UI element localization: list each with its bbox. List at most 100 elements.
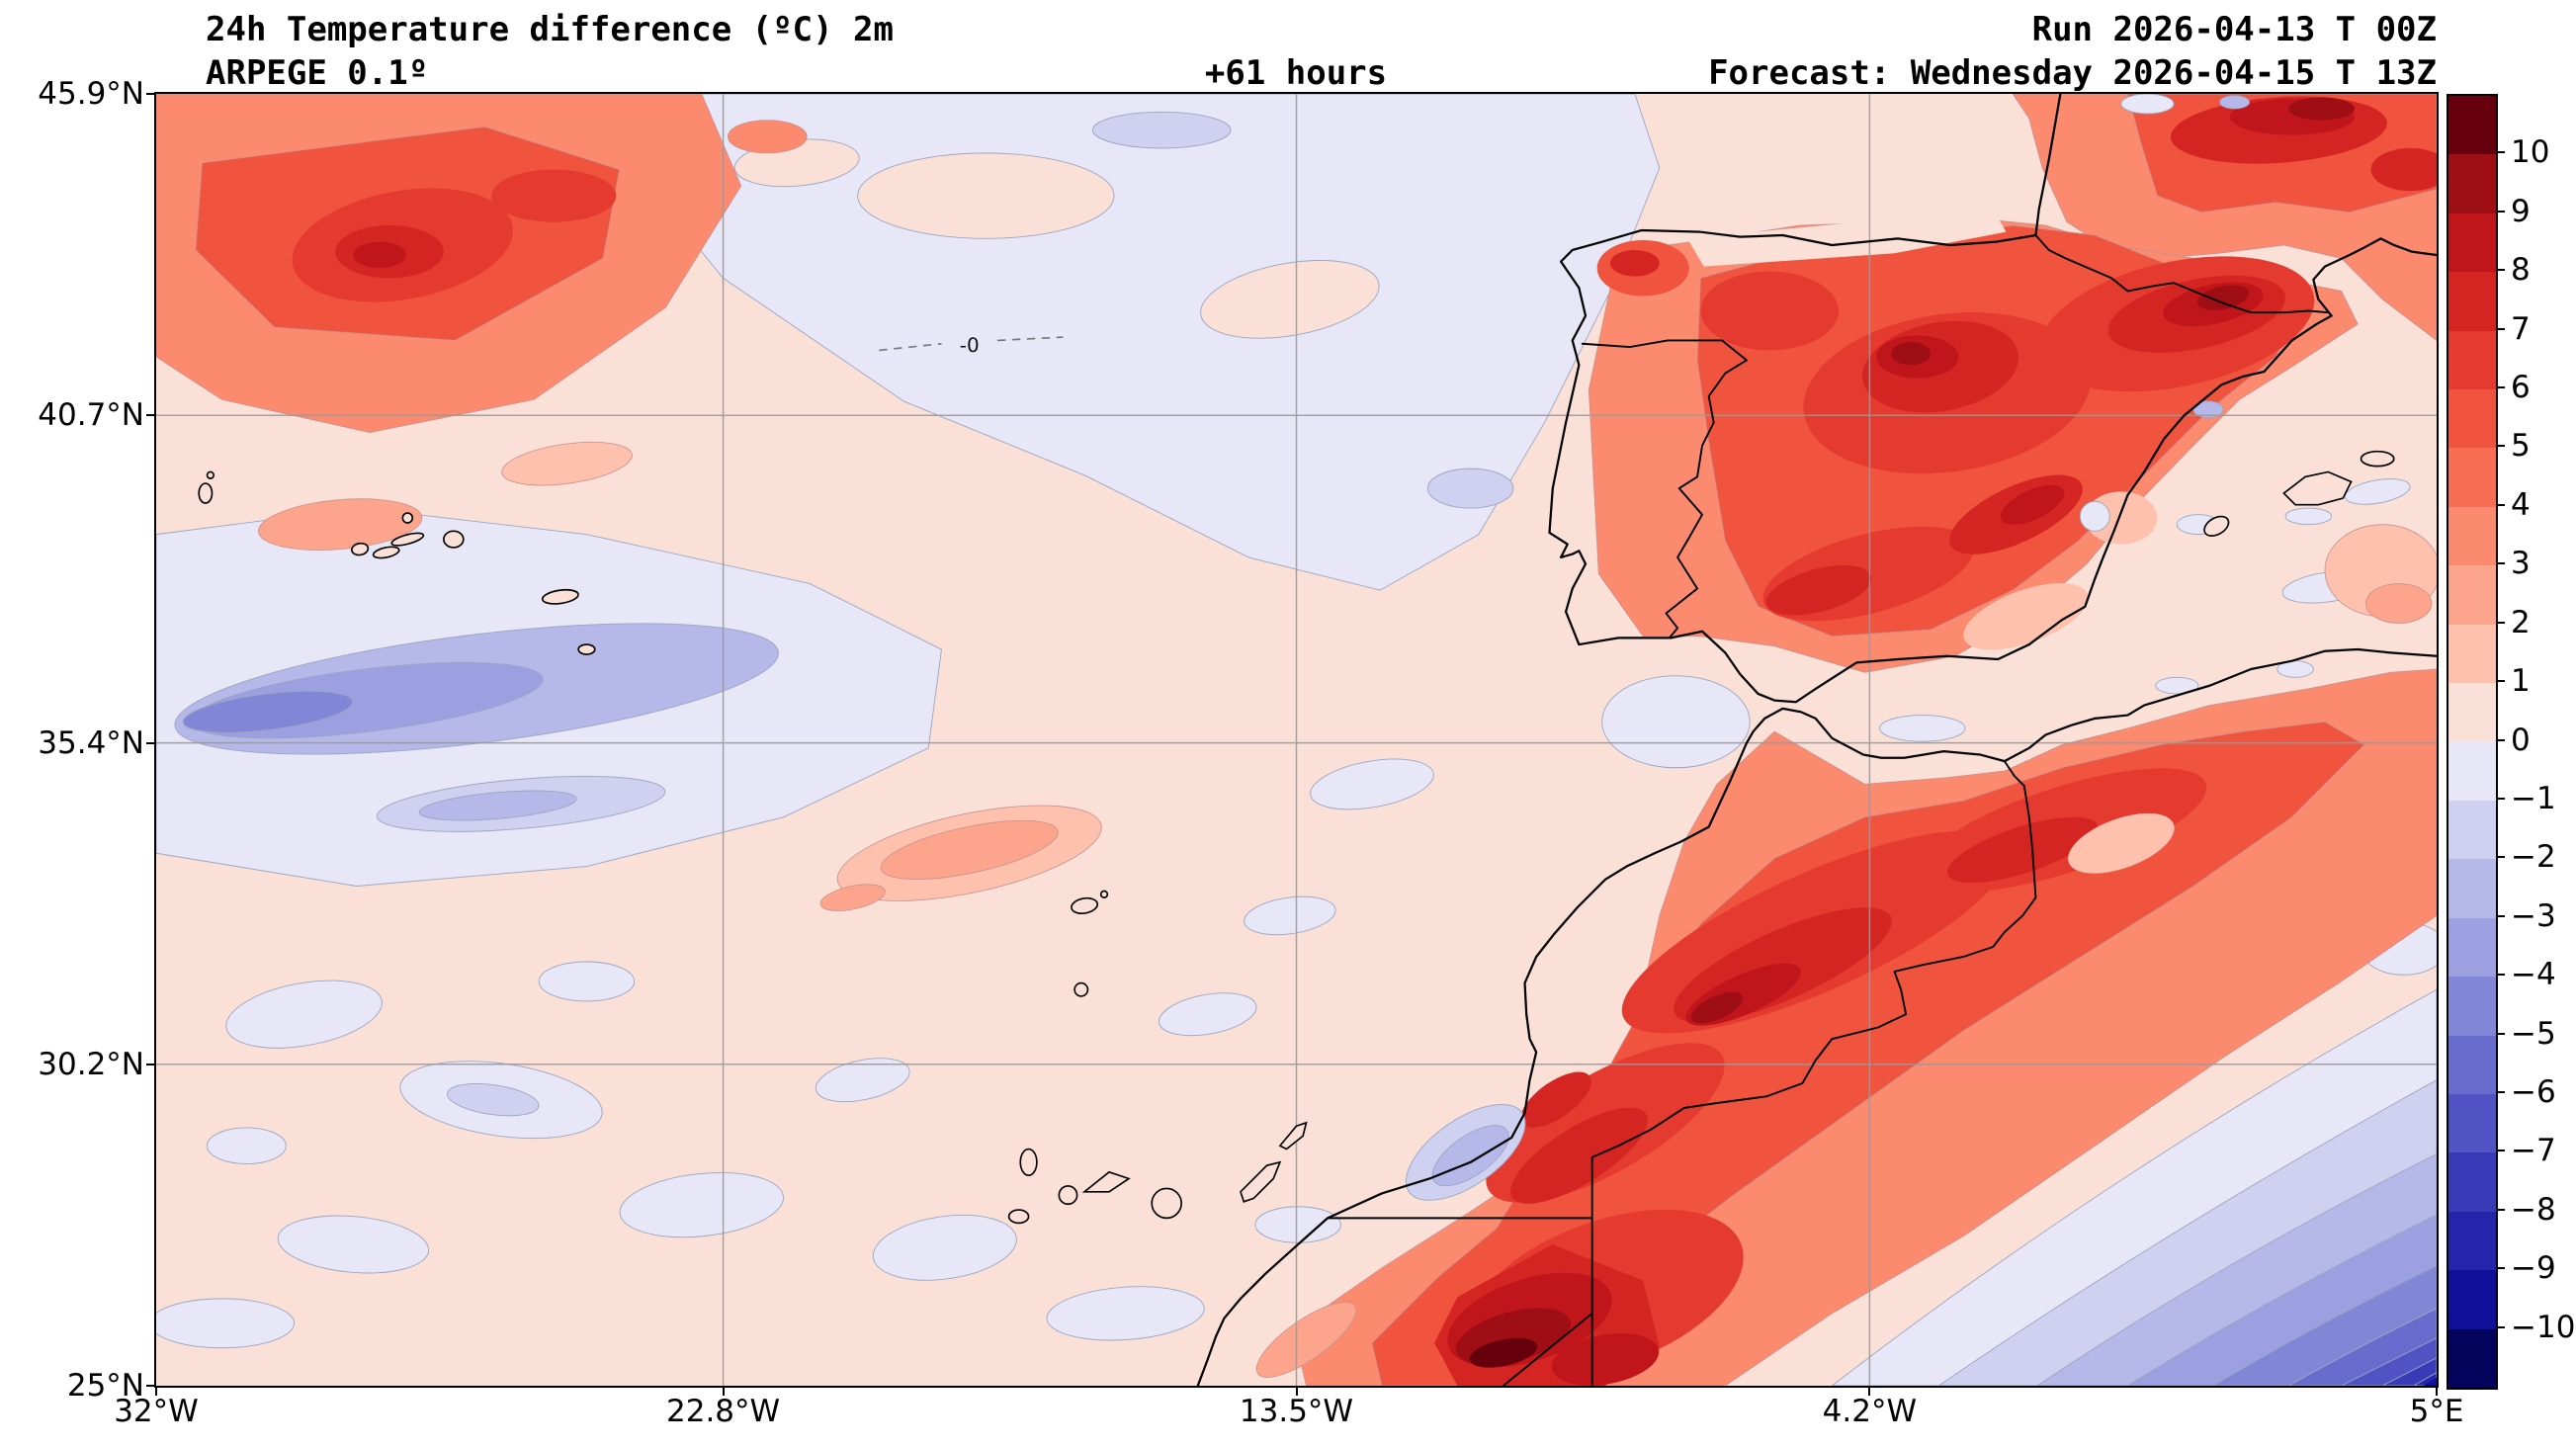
coastlines: [1196, 94, 2437, 1386]
contour-value-label: -0: [960, 333, 980, 357]
colorbar-tick-label: 4: [2511, 486, 2531, 523]
colorbar-tick: [2496, 974, 2505, 977]
colorbar-tick: [2496, 151, 2505, 154]
x-axis-tick-label: 4.2°W: [1822, 1394, 1918, 1429]
menorca-island: [2360, 450, 2395, 468]
sao-miguel-island: [541, 588, 579, 605]
y-axis-tick: [146, 1063, 156, 1065]
mauritania-border: [1502, 1312, 1593, 1386]
north-africa-warm-region: [1255, 524, 2437, 1386]
zero-contour-label: -0: [879, 333, 1064, 357]
iberia-france-coastline: [1548, 94, 2437, 704]
colorbar-tick-label: 2: [2511, 604, 2531, 640]
colorbar-segment: [2448, 800, 2496, 860]
small-contour-ring: [1073, 981, 1089, 997]
colorbar: [2447, 94, 2498, 1390]
colorbar-tick-label: −10: [2511, 1309, 2576, 1345]
colorbar-segment: [2448, 1152, 2496, 1212]
x-axis-tick-label: 5°E: [2409, 1394, 2464, 1429]
colorbar-segment: [2448, 1211, 2496, 1271]
colorbar-segment: [2448, 506, 2496, 566]
chart-title: 24h Temperature difference (ºC) 2m: [206, 10, 894, 49]
y-axis-tick: [146, 414, 156, 417]
colorbar-tick: [2496, 210, 2505, 213]
flores-island: [198, 482, 214, 504]
colorbar-tick-label: 3: [2511, 546, 2531, 582]
y-axis-tick-label: 35.4°N: [38, 724, 144, 761]
la-gomera-island: [1058, 1185, 1078, 1206]
sao-jorge-island: [390, 532, 425, 547]
colorbar-segment: [2448, 683, 2496, 742]
colorbar-tick-label: −6: [2511, 1073, 2556, 1110]
colorbar-segment: [2448, 330, 2496, 390]
colorbar-tick-label: −1: [2511, 780, 2556, 816]
colorbar-segment: [2448, 1093, 2496, 1153]
colorbar-segment: [2448, 96, 2496, 155]
graciosa-island: [401, 512, 414, 524]
colorbar-segment: [2448, 977, 2496, 1036]
colorbar-tick: [2496, 327, 2505, 330]
weak-warm-ocean-patches: [819, 805, 1102, 911]
corvo-island: [206, 470, 215, 479]
colorbar-segment: [2448, 448, 2496, 507]
x-axis-tick: [722, 1386, 725, 1396]
colorbar-segment: [2448, 272, 2496, 331]
colorbar-tick: [2496, 562, 2505, 565]
y-axis-tick-label: 30.2°N: [38, 1046, 144, 1082]
colorbar-tick: [2496, 621, 2505, 624]
y-axis-tick: [146, 93, 156, 95]
map-canvas: -0: [156, 94, 2437, 1386]
porto-santo-island: [1099, 890, 1109, 898]
y-axis-tick: [146, 1385, 156, 1387]
colorbar-segment: [2448, 154, 2496, 213]
colorbar-tick: [2496, 680, 2505, 683]
colorbar-segment: [2448, 389, 2496, 449]
colorbar-tick: [2496, 914, 2505, 917]
map-plot-area: -0: [156, 94, 2437, 1386]
colorbar-tick-label: −2: [2511, 839, 2556, 876]
france-warm-region: [2012, 94, 2437, 341]
colorbar-tick: [2496, 386, 2505, 389]
forecast-label: Forecast: Wednesday 2026-04-15 T 13Z: [1708, 53, 2437, 93]
x-axis-tick-label: 13.5°W: [1239, 1394, 1354, 1429]
colorbar-tick: [2496, 1208, 2505, 1211]
graticule-gridlines: [156, 94, 2437, 1386]
africa-coastline: [1196, 647, 2437, 1386]
colorbar-segment: [2448, 213, 2496, 273]
colorbar-tick: [2496, 738, 2505, 741]
colorbar-segment: [2448, 1328, 2496, 1388]
colorbar-tick-label: −8: [2511, 1191, 2556, 1228]
x-axis-tick-label: 22.8°W: [666, 1394, 781, 1429]
x-axis-tick: [2436, 1386, 2438, 1396]
colorbar-segment: [2448, 859, 2496, 918]
el-hierro-island: [1007, 1209, 1030, 1225]
fuerteventura-island: [1240, 1160, 1282, 1203]
colorbar-tick-label: 1: [2511, 663, 2531, 700]
colorbar-tick-label: 8: [2511, 252, 2531, 289]
colorbar-segment: [2448, 917, 2496, 978]
spain-france-border: [2034, 234, 2330, 314]
colorbar-tick-label: 6: [2511, 370, 2531, 406]
faial-island: [351, 542, 370, 556]
y-axis-tick-label: 45.9°N: [38, 76, 144, 112]
colorbar-tick-label: 0: [2511, 722, 2531, 758]
x-axis-tick: [1295, 1386, 1298, 1396]
model-label: ARPEGE 0.1º: [206, 53, 429, 93]
colorbar-segment: [2448, 1035, 2496, 1094]
colorbar-tick: [2496, 1090, 2505, 1093]
ibiza-island: [2203, 515, 2230, 537]
colorbar-tick-label: −4: [2511, 957, 2556, 993]
x-axis-tick: [155, 1386, 157, 1396]
santa-maria-island: [577, 643, 596, 655]
colorbar-tick-label: −5: [2511, 1015, 2556, 1052]
la-palma-island: [1019, 1148, 1038, 1176]
colorbar-tick-label: 9: [2511, 193, 2531, 229]
portugal-spain-border: [1581, 339, 1748, 639]
islands: [198, 450, 2395, 1225]
colorbar-tick: [2496, 269, 2505, 272]
colorbar-tick-label: −7: [2511, 1133, 2556, 1169]
colorbar-tick: [2496, 1032, 2505, 1035]
colorbar-tick: [2496, 445, 2505, 448]
colorbar-segment: [2448, 1270, 2496, 1329]
